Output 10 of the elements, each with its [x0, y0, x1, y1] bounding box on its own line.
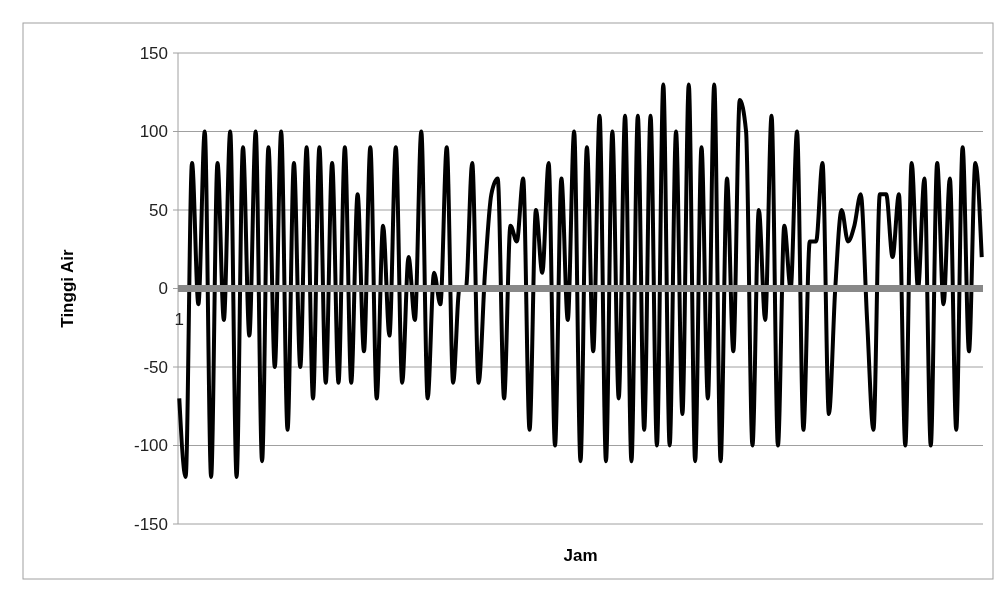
- y-tick-label: 150: [139, 43, 168, 63]
- y-tick-label: 0: [158, 279, 168, 299]
- x-axis-title: Jam: [563, 546, 598, 565]
- y-tick-label: -150: [133, 514, 168, 534]
- y-tick-label: -100: [133, 436, 168, 456]
- y-tick-label: 50: [149, 200, 168, 220]
- y-axis-title: Tinggi Air: [58, 248, 77, 328]
- x-tick-label: 1: [174, 309, 185, 329]
- y-tick-label: 100: [139, 122, 168, 142]
- y-tick-label: -50: [143, 357, 168, 377]
